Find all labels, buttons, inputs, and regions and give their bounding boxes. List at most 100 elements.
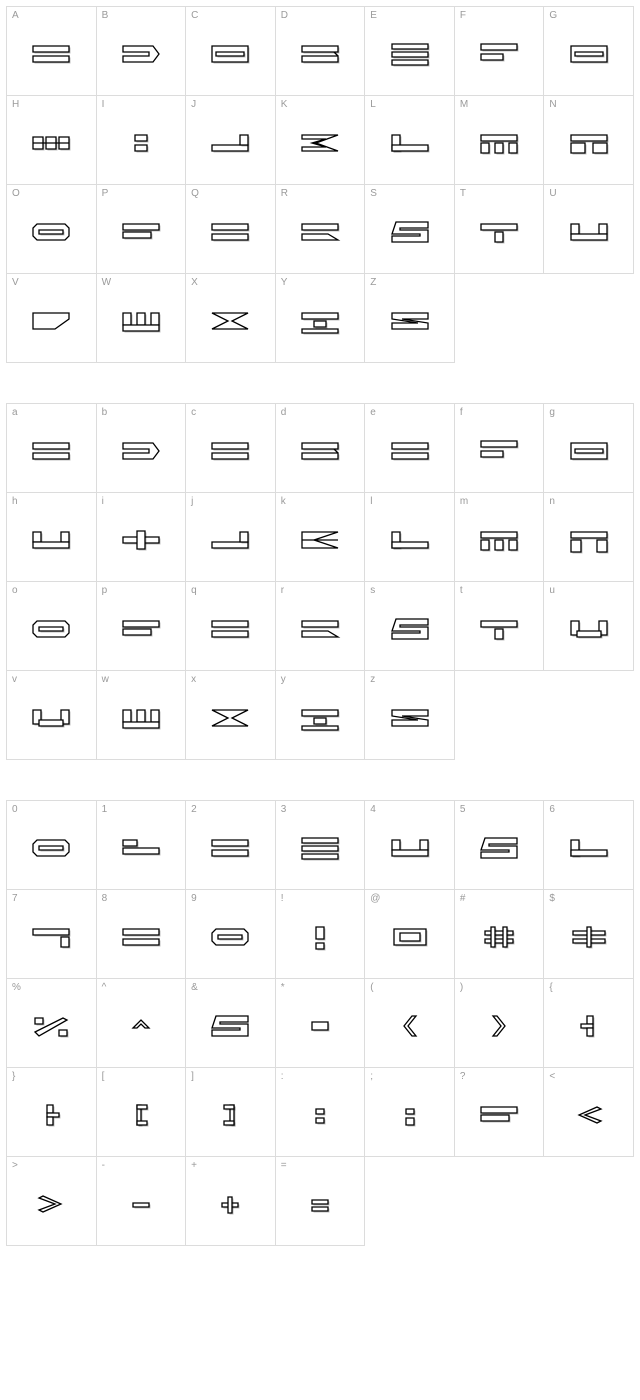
glyph-icon — [208, 40, 252, 68]
glyph-cell: u — [544, 582, 634, 671]
glyph-cell: 4 — [365, 801, 455, 890]
glyph-icon — [388, 307, 432, 335]
glyph-label: e — [370, 407, 376, 418]
glyph-cell: I — [97, 96, 187, 185]
glyph-icon — [298, 218, 342, 246]
glyph-cell: w — [97, 671, 187, 760]
glyph-label: m — [460, 496, 468, 507]
glyph-cell: r — [276, 582, 366, 671]
glyph-cell: z — [365, 671, 455, 760]
glyph-icon — [477, 1012, 521, 1040]
glyph-icon — [208, 834, 252, 862]
glyph-label: Z — [370, 277, 376, 288]
glyph-cell: Q — [186, 185, 276, 274]
glyph-icon — [29, 1012, 73, 1040]
glyph-label: N — [549, 99, 556, 110]
glyph-cell: v — [7, 671, 97, 760]
glyph-cell: { — [544, 979, 634, 1068]
glyph-cell: D — [276, 7, 366, 96]
glyph-icon — [119, 923, 163, 951]
glyph-cell: q — [186, 582, 276, 671]
glyph-cell: s — [365, 582, 455, 671]
glyph-label: r — [281, 585, 284, 596]
glyph-label: P — [102, 188, 109, 199]
glyph-icon — [477, 1101, 521, 1129]
glyph-label: - — [102, 1160, 105, 1171]
glyph-label: p — [102, 585, 108, 596]
glyph-cell: f — [455, 404, 545, 493]
empty-cell — [544, 274, 634, 363]
glyph-cell: = — [276, 1157, 366, 1246]
glyph-label: % — [12, 982, 21, 993]
glyph-label: C — [191, 10, 198, 21]
glyph-icon — [298, 1101, 342, 1129]
glyph-cell: ? — [455, 1068, 545, 1157]
glyph-cell: < — [544, 1068, 634, 1157]
glyph-label: ] — [191, 1071, 194, 1082]
glyph-cell: m — [455, 493, 545, 582]
glyph-section-lowercase: abcdefghijklmnopqrstuvwxyz — [6, 403, 634, 760]
glyph-icon — [567, 615, 611, 643]
glyph-label: d — [281, 407, 287, 418]
glyph-label: { — [549, 982, 552, 993]
glyph-cell: % — [7, 979, 97, 1068]
glyph-label: l — [370, 496, 372, 507]
glyph-icon — [477, 526, 521, 554]
glyph-icon — [477, 129, 521, 157]
glyph-icon — [298, 923, 342, 951]
glyph-icon — [208, 704, 252, 732]
glyph-icon — [119, 526, 163, 554]
glyph-label: n — [549, 496, 555, 507]
glyph-grid: ABCDEFGHIJKLMNOPQRSTUVWXYZ — [6, 6, 634, 363]
empty-cell — [544, 671, 634, 760]
glyph-icon — [388, 923, 432, 951]
empty-cell — [455, 1157, 545, 1246]
glyph-icon — [567, 1012, 611, 1040]
glyph-icon — [29, 526, 73, 554]
glyph-label: X — [191, 277, 198, 288]
glyph-label: i — [102, 496, 104, 507]
glyph-label: M — [460, 99, 468, 110]
glyph-icon — [298, 40, 342, 68]
glyph-label: + — [191, 1160, 197, 1171]
glyph-label: I — [102, 99, 105, 110]
glyph-icon — [477, 923, 521, 951]
glyph-cell: ( — [365, 979, 455, 1068]
glyph-icon — [388, 526, 432, 554]
glyph-label: @ — [370, 893, 380, 904]
glyph-section-symbols: 0123456789!@#$%^&*(){}[]:;?<>-+= — [6, 800, 634, 1246]
glyph-cell: # — [455, 890, 545, 979]
glyph-cell: ; — [365, 1068, 455, 1157]
glyph-icon — [388, 129, 432, 157]
glyph-icon — [29, 437, 73, 465]
glyph-cell: E — [365, 7, 455, 96]
glyph-cell: Y — [276, 274, 366, 363]
glyph-cell: b — [97, 404, 187, 493]
glyph-cell: L — [365, 96, 455, 185]
glyph-cell: : — [276, 1068, 366, 1157]
glyph-label: s — [370, 585, 375, 596]
glyph-label: o — [12, 585, 18, 596]
glyph-icon — [208, 526, 252, 554]
glyph-cell: 2 — [186, 801, 276, 890]
glyph-cell: ] — [186, 1068, 276, 1157]
glyph-icon — [298, 704, 342, 732]
glyph-cell: M — [455, 96, 545, 185]
glyph-icon — [298, 834, 342, 862]
glyph-icon — [208, 1190, 252, 1218]
glyph-icon — [298, 129, 342, 157]
glyph-icon — [388, 437, 432, 465]
glyph-label: W — [102, 277, 111, 288]
glyph-icon — [29, 615, 73, 643]
glyph-icon — [388, 218, 432, 246]
glyph-icon — [208, 1101, 252, 1129]
glyph-label: K — [281, 99, 288, 110]
glyph-label: Y — [281, 277, 288, 288]
glyph-cell: O — [7, 185, 97, 274]
glyph-label: 6 — [549, 804, 555, 815]
glyph-icon — [29, 923, 73, 951]
glyph-cell: H — [7, 96, 97, 185]
glyph-icon — [119, 1190, 163, 1218]
glyph-icon — [567, 437, 611, 465]
glyph-label: 1 — [102, 804, 108, 815]
